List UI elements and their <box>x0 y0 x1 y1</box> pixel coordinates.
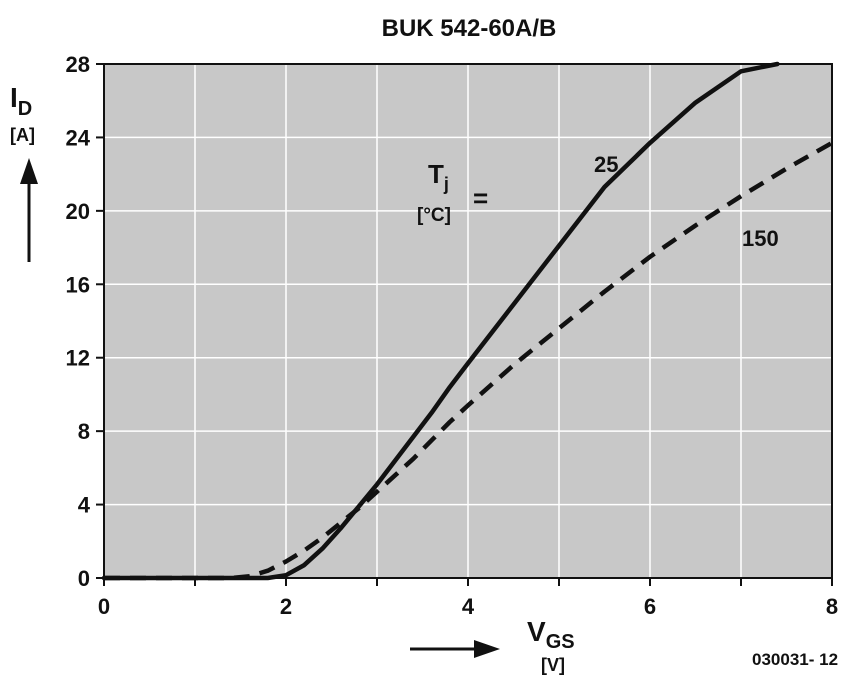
tj-sub: j <box>443 174 449 194</box>
y-tick-label: 8 <box>78 419 90 444</box>
y-tick-label: 28 <box>66 52 90 77</box>
y-tick-label: 4 <box>78 493 91 518</box>
y-tick-label: 12 <box>66 346 90 371</box>
x-axis-arrow <box>410 640 500 658</box>
x-tick-label: 2 <box>280 594 292 619</box>
y-axis-label: ID [A] <box>10 82 38 262</box>
y-tick-label: 24 <box>66 125 91 150</box>
y-label-main: I <box>10 82 18 113</box>
y-tick-label: 16 <box>66 272 90 297</box>
svg-text:ID: ID <box>10 82 32 120</box>
x-axis-label: VGS [V] <box>410 616 575 675</box>
x-tick-label: 0 <box>98 594 110 619</box>
y-tick-label: 0 <box>78 566 90 591</box>
tj-equals: = <box>473 183 488 213</box>
y-label-sub: D <box>18 98 32 120</box>
series-line-150 <box>104 140 834 581</box>
figure-id: 030031- 12 <box>752 650 838 669</box>
x-label-sub: GS <box>546 631 575 653</box>
tj-legend-label: Tj [°C] = <box>417 159 488 226</box>
series-layer <box>101 61 834 581</box>
chart-title: BUK 542-60A/B <box>382 15 557 42</box>
y-label-unit: [A] <box>10 125 35 145</box>
series-label-150: 150 <box>742 226 779 251</box>
svg-text:Tj: Tj <box>428 159 449 194</box>
tj-main: T <box>428 159 444 189</box>
series-label-25: 25 <box>594 152 618 177</box>
x-tick-label: 4 <box>462 594 475 619</box>
x-tick-label: 6 <box>644 594 656 619</box>
tj-unit: [°C] <box>417 205 451 226</box>
series-line-25 <box>101 61 780 581</box>
y-tick-label: 20 <box>66 199 90 224</box>
x-label-main: V <box>527 616 546 647</box>
x-tick-label: 8 <box>826 594 838 619</box>
y-axis-arrow <box>20 158 38 262</box>
x-label-unit: [V] <box>541 655 565 675</box>
svg-text:VGS: VGS <box>527 616 575 653</box>
grid <box>104 64 832 578</box>
